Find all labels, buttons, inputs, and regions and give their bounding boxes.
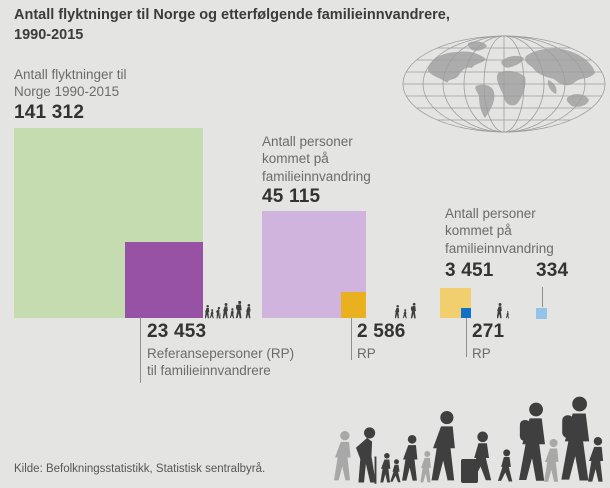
- group1-label: Antall flyktninger til Norge 1990-2015: [14, 67, 127, 100]
- group1-callout-label: Referansepersoner (RP) til familieinnvan…: [147, 346, 295, 379]
- group2-label: Antall personer kommet på familieinnvand…: [262, 134, 371, 184]
- page-title: Antall flyktninger til Norge og etterføl…: [14, 7, 450, 43]
- leader-line-4: [542, 287, 543, 307]
- group3-callout-value: 271: [472, 321, 505, 342]
- walking-refugees-icon: [333, 396, 604, 484]
- leader-line-3: [466, 318, 467, 357]
- group2-callout-label: RP: [357, 346, 376, 361]
- group3-rp-square: [461, 308, 471, 318]
- crowd-small-icon-2: [395, 302, 416, 319]
- leader-line-1: [140, 317, 141, 383]
- leader-line-2: [351, 318, 352, 360]
- group3-extra-square: [536, 308, 547, 319]
- world-map-icon: [402, 35, 606, 133]
- source-text: Kilde: Befolkningsstatistikk, Statistisk…: [14, 463, 266, 475]
- group1-callout-value: 23 453: [147, 321, 207, 342]
- group3-extra-value: 334: [536, 260, 569, 281]
- group2-callout-value: 2 586: [357, 321, 406, 342]
- group1-rp-square: [125, 242, 203, 318]
- group3-label: Antall personer kommet på familieinnvand…: [445, 206, 554, 256]
- group3-callout-label: RP: [472, 346, 491, 361]
- group2-rp-square: [341, 292, 366, 318]
- group3-value: 3 451: [445, 260, 494, 281]
- crowd-small-icon-3: [497, 303, 510, 319]
- crowd-small-icon-1: [205, 300, 251, 319]
- group2-value: 45 115: [262, 186, 321, 207]
- group1-value: 141 312: [14, 102, 85, 123]
